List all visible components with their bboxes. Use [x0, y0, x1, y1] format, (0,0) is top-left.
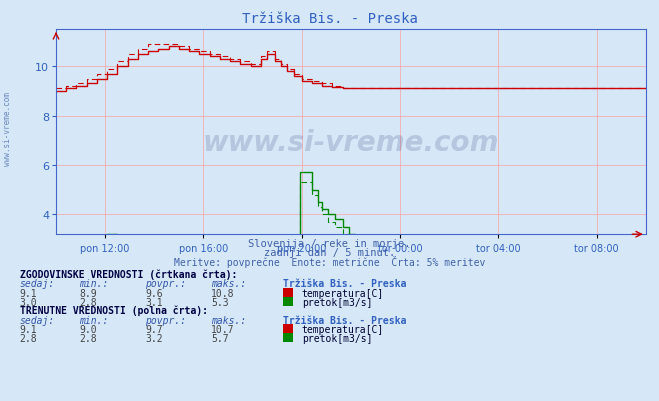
Text: 3.0: 3.0 — [20, 297, 38, 307]
Text: 8.9: 8.9 — [79, 288, 97, 298]
Text: min.:: min.: — [79, 279, 109, 289]
Text: 2.8: 2.8 — [79, 297, 97, 307]
Text: 9.1: 9.1 — [20, 288, 38, 298]
Text: sedaj:: sedaj: — [20, 315, 55, 325]
Text: Meritve: povprečne  Enote: metrične  Črta: 5% meritev: Meritve: povprečne Enote: metrične Črta:… — [174, 255, 485, 267]
Text: temperatura[C]: temperatura[C] — [302, 288, 384, 298]
Text: maks.:: maks.: — [211, 279, 246, 289]
Text: 3.1: 3.1 — [145, 297, 163, 307]
Text: www.si-vreme.com: www.si-vreme.com — [203, 129, 499, 156]
Text: pretok[m3/s]: pretok[m3/s] — [302, 333, 372, 343]
Text: 9.7: 9.7 — [145, 324, 163, 334]
Text: maks.:: maks.: — [211, 315, 246, 325]
Text: 3.2: 3.2 — [145, 333, 163, 343]
Text: 10.8: 10.8 — [211, 288, 235, 298]
Text: povpr.:: povpr.: — [145, 315, 186, 325]
Text: 9.0: 9.0 — [79, 324, 97, 334]
Text: 9.6: 9.6 — [145, 288, 163, 298]
Text: 10.7: 10.7 — [211, 324, 235, 334]
Text: Tržiška Bis. - Preska: Tržiška Bis. - Preska — [283, 279, 407, 289]
Text: zadnji dan / 5 minut.: zadnji dan / 5 minut. — [264, 248, 395, 258]
Text: 9.1: 9.1 — [20, 324, 38, 334]
Text: www.si-vreme.com: www.si-vreme.com — [3, 91, 13, 165]
Text: povpr.:: povpr.: — [145, 279, 186, 289]
Text: Slovenija / reke in morje.: Slovenija / reke in morje. — [248, 239, 411, 249]
Text: 2.8: 2.8 — [20, 333, 38, 343]
Text: Tržiška Bis. - Preska: Tržiška Bis. - Preska — [242, 12, 417, 26]
Text: 5.3: 5.3 — [211, 297, 229, 307]
Text: TRENUTNE VREDNOSTI (polna črta):: TRENUTNE VREDNOSTI (polna črta): — [20, 305, 208, 316]
Text: pretok[m3/s]: pretok[m3/s] — [302, 297, 372, 307]
Text: 2.8: 2.8 — [79, 333, 97, 343]
Text: temperatura[C]: temperatura[C] — [302, 324, 384, 334]
Text: ZGODOVINSKE VREDNOSTI (črtkana črta):: ZGODOVINSKE VREDNOSTI (črtkana črta): — [20, 269, 237, 279]
Text: 5.7: 5.7 — [211, 333, 229, 343]
Text: min.:: min.: — [79, 315, 109, 325]
Text: sedaj:: sedaj: — [20, 279, 55, 289]
Text: Tržiška Bis. - Preska: Tržiška Bis. - Preska — [283, 315, 407, 325]
